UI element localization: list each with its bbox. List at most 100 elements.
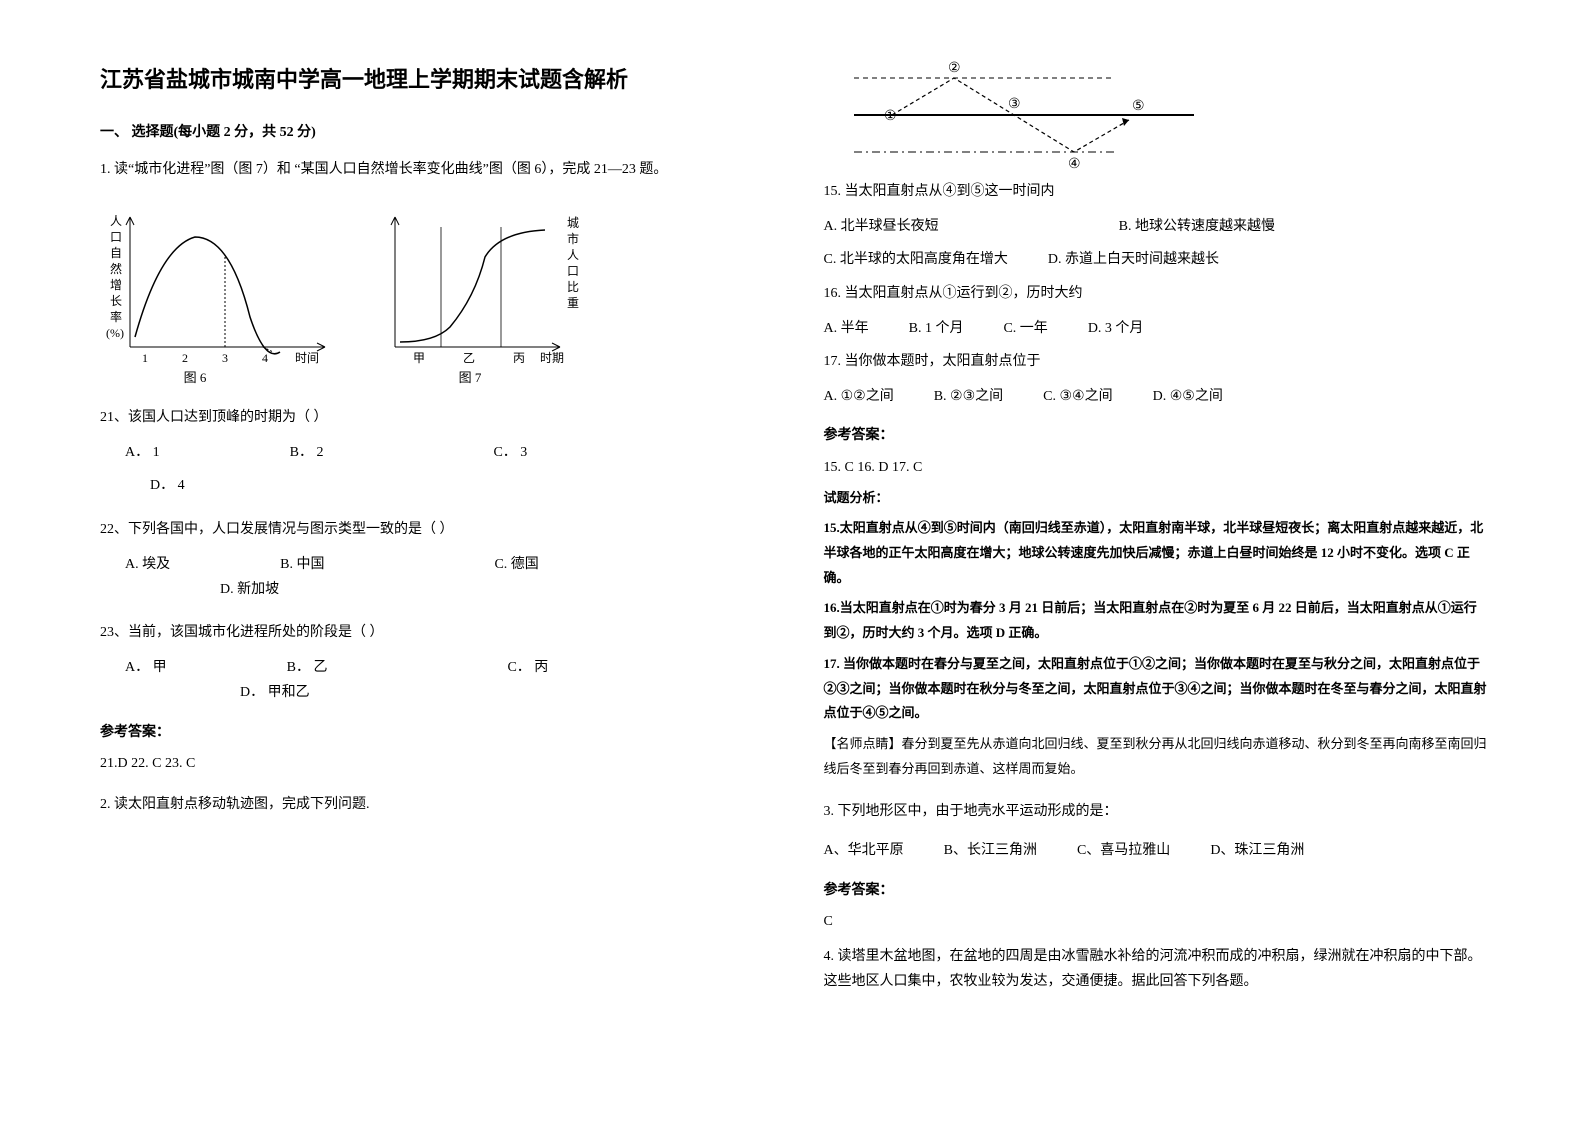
q15-options-1: A. 北半球昼长夜短 B. 地球公转速度越来越慢 [824,214,1488,239]
q3-answer-text: C [824,909,1488,934]
q22-options: A. 埃及 B. 中国 C. 德国 D. 新加坡 [100,552,764,602]
q21-options-2: D． 4 [100,473,764,498]
fig6-xt-1: 1 [142,351,148,365]
q3-options: A、华北平原 B、长江三角洲 C、喜马拉雅山 D、珠江三角洲 [824,838,1488,863]
fig7-curve [400,230,545,342]
q17-opt-c: C. ③④之间 [1043,384,1112,409]
q1-answer-text: 21.D 22. C 23. C [100,751,764,776]
q16-options: A. 半年 B. 1 个月 C. 一年 D. 3 个月 [824,316,1488,341]
fig7-ylabel-0: 城 [567,216,579,230]
q15-opt-b: B. 地球公转速度越来越慢 [1119,214,1275,239]
figure-7: 城 市 人 口 比 重 甲 乙 丙 [375,197,590,387]
q1-answer-header: 参考答案： [100,720,764,745]
figure-6: 人 口 自 然 增 长 率 (%) 1 2 3 4 [100,197,335,387]
q3-opt-c: C、喜马拉雅山 [1077,838,1170,863]
node-1: ① [884,109,897,124]
q15-opt-c: C. 北半球的太阳高度角在增大 [824,247,1008,272]
q16-opt-b: B. 1 个月 [909,316,964,341]
q17-options: A. ①②之间 B. ②③之间 C. ③④之间 D. ④⑤之间 [824,384,1488,409]
right-column: ① ② ③ ④ ⑤ 15. 当太阳直射点从④到⑤这一时间内 A. 北半球昼长夜短… [824,60,1488,1062]
q1-figures: 人 口 自 然 增 长 率 (%) 1 2 3 4 [100,197,764,387]
node-3: ③ [1008,97,1021,112]
q4-text: 4. 读塔里木盆地图，在盆地的四周是由冰雪融水补给的河流冲积而成的冲积扇，绿洲就… [824,944,1488,994]
q23-opt-d: D． 甲和乙 [240,680,310,705]
q17-opt-a: A. ①②之间 [824,384,894,409]
fig7-ylabel-4: 比 [567,280,579,294]
q2-diagram: ① ② ③ ④ ⑤ [854,60,1488,175]
fig6-caption: 图 6 [184,370,207,385]
q23-opt-b: B． 乙 [287,655,328,680]
q1-intro: 1. 读“城市化进程”图（图 7）和 “某国人口自然增长率变化曲线”图（图 6）… [100,157,764,182]
fig7-ylabel-3: 口 [567,264,579,278]
q23-opt-a: A． 甲 [125,655,167,680]
q2-analysis-label: 试题分析： [824,486,1488,511]
q3-answer-header: 参考答案： [824,878,1488,903]
fig7-svg: 城 市 人 口 比 重 甲 乙 丙 [375,197,590,387]
node-4: ④ [1068,157,1081,172]
q3-opt-b: B、长江三角洲 [944,838,1037,863]
q3-opt-d: D、珠江三角洲 [1210,838,1304,863]
fig7-xlabel: 时期 [540,351,564,365]
q3-opt-a: A、华北平原 [824,838,904,863]
fig7-xt-3: 丙 [513,351,525,365]
fig7-xt-2: 乙 [463,351,475,365]
fig6-ylabel-5: 长 [110,294,122,308]
q22-opt-c: C. 德国 [494,552,538,577]
fig6-ylabel-6: 率 [110,309,122,324]
fig6-svg: 人 口 自 然 增 长 率 (%) 1 2 3 4 [100,197,335,387]
q2-answer-line: 15. C 16. D 17. C [824,455,1488,480]
fig7-xt-1: 甲 [413,351,425,365]
q21-text: 21、该国人口达到顶峰的时期为（ ） [100,405,764,430]
q16-opt-c: C. 一年 [1003,316,1047,341]
node-5: ⑤ [1132,99,1145,114]
q16-opt-a: A. 半年 [824,316,869,341]
q3-text: 3. 下列地形区中，由于地壳水平运动形成的是： [824,799,1488,824]
q23-options: A． 甲 B． 乙 C． 丙 D． 甲和乙 [100,655,764,705]
q15-text: 15. 当太阳直射点从④到⑤这一时间内 [824,179,1488,204]
fig6-ylabel-4: 增 [110,278,122,292]
q17-opt-d: D. ④⑤之间 [1153,384,1223,409]
q16-opt-d: D. 3 个月 [1088,316,1144,341]
fig6-ylabel-2: 自 [110,246,122,260]
fig7-ylabel-2: 人 [567,248,579,262]
fig6-xt-3: 3 [222,351,228,365]
q15-opt-d: D. 赤道上白天时间越来越长 [1048,247,1219,272]
q22-opt-a: A. 埃及 [125,552,170,577]
q21-opt-a: A． 1 [125,440,160,465]
q16-text: 16. 当太阳直射点从①运行到②，历时大约 [824,281,1488,306]
arrow-icon [1122,118,1129,126]
fig6-xt-2: 2 [182,351,188,365]
q2-answer-header: 参考答案： [824,423,1488,448]
fig6-ylabel-3: 然 [110,261,122,276]
q2-a15: 15.太阳直射点从④到⑤时间内（南回归线至赤道），太阳直射南半球，北半球昼短夜长… [824,516,1488,590]
q2-intro: 2. 读太阳直射点移动轨迹图，完成下列问题. [100,792,764,817]
q17-opt-b: B. ②③之间 [934,384,1003,409]
q21-opt-b: B． 2 [290,440,324,465]
q17-text: 17. 当你做本题时，太阳直射点位于 [824,349,1488,374]
page-title: 江苏省盐城市城南中学高一地理上学期期末试题含解析 [100,60,764,100]
q21-options: A． 1 B． 2 C． 3 [100,440,764,465]
fig7-caption: 图 7 [459,370,482,385]
q22-text: 22、下列各国中，人口发展情况与图示类型一致的是（ ） [100,517,764,542]
q23-opt-c: C． 丙 [507,655,548,680]
fig7-ylabel-1: 市 [567,231,579,246]
q21-opt-d: D． 4 [150,473,185,498]
fig6-xt-4: 4 [262,351,268,365]
fig7-ylabel-5: 重 [567,296,579,310]
fig6-curve [135,237,280,354]
q15-opt-a: A. 北半球昼长夜短 [824,214,939,239]
q2-tip: 【名师点睛】春分到夏至先从赤道向北回归线、夏至到秋分再从北回归线向赤道移动、秋分… [824,732,1488,781]
fig6-xlabel: 时间 [295,351,319,365]
left-column: 江苏省盐城市城南中学高一地理上学期期末试题含解析 一、 选择题(每小题 2 分，… [100,60,764,1062]
q23-text: 23、当前，该国城市化进程所处的阶段是（ ） [100,620,764,645]
fig6-ylabel-0: 人 [110,214,122,228]
q22-opt-b: B. 中国 [280,552,324,577]
fig6-ylabel-7: (%) [106,326,124,340]
fig6-ylabel-1: 口 [110,230,122,244]
q15-options-2: C. 北半球的太阳高度角在增大 D. 赤道上白天时间越来越长 [824,247,1488,272]
section-header: 一、 选择题(每小题 2 分，共 52 分) [100,120,764,145]
q2-a16: 16.当太阳直射点在①时为春分 3 月 21 日前后；当太阳直射点在②时为夏至 … [824,596,1488,645]
q2-a17: 17. 当你做本题时在春分与夏至之间，太阳直射点位于①②之间；当你做本题时在夏至… [824,652,1488,726]
node-2: ② [948,61,961,76]
q22-opt-d: D. 新加坡 [220,577,279,602]
